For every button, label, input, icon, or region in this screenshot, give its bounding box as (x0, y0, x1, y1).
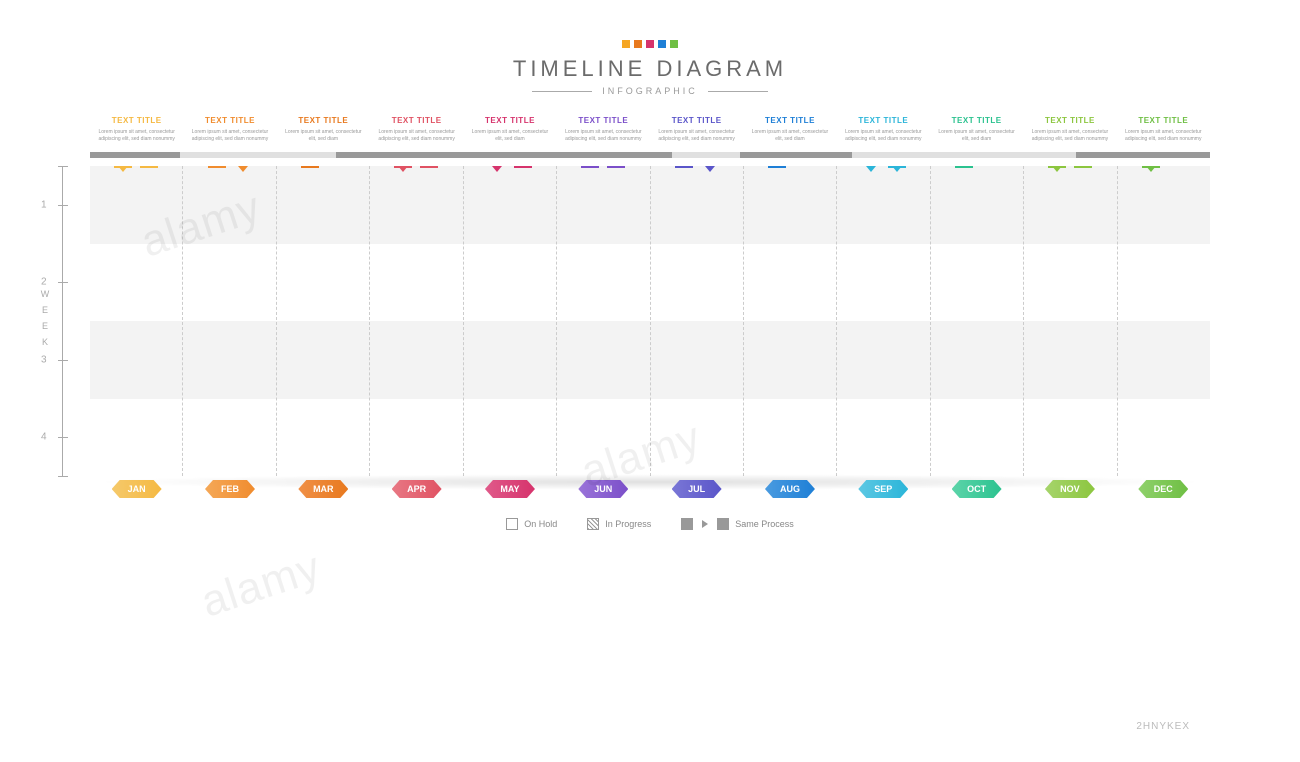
month-tag: FEB (205, 480, 255, 498)
month-tag: DEC (1138, 480, 1188, 498)
col-desc: Lorem ipsum sit amet, consectetur adipis… (1027, 129, 1112, 142)
month-tag: JUN (578, 480, 628, 498)
month-tag: JAN (112, 480, 162, 498)
month-tag: NOV (1045, 480, 1095, 498)
image-code: 2HNYKEX (1136, 721, 1190, 732)
col-desc: Lorem ipsum sit amet, consectetur elit, … (934, 129, 1019, 142)
col-title: TEXT TITLE (747, 116, 832, 125)
month-tag: APR (392, 480, 442, 498)
legend-hold: On Hold (506, 518, 557, 530)
col-desc: Lorem ipsum sit amet, consectetur adipis… (1121, 129, 1206, 142)
col-title: TEXT TITLE (187, 116, 272, 125)
header: TIMELINE DIAGRAM INFOGRAPHIC (90, 40, 1210, 96)
col-desc: Lorem ipsum sit amet, consectetur adipis… (94, 129, 179, 142)
col-desc: Lorem ipsum sit amet, consectetur adipis… (561, 129, 646, 142)
chart-grid (90, 166, 1210, 476)
col-title: TEXT TITLE (1121, 116, 1206, 125)
header-dots (90, 40, 1210, 48)
col-desc: Lorem ipsum sit amet, consectetur adipis… (841, 129, 926, 142)
col-title: TEXT TITLE (374, 116, 459, 125)
col-title: TEXT TITLE (94, 116, 179, 125)
month-tag: MAY (485, 480, 535, 498)
column-headers: TEXT TITLE Lorem ipsum sit amet, consecte… (90, 116, 1210, 142)
col-desc: Lorem ipsum sit amet, consectetur adipis… (374, 129, 459, 142)
col-desc: Lorem ipsum sit amet, consectetur adipis… (187, 129, 272, 142)
col-title: TEXT TITLE (561, 116, 646, 125)
legend: On Hold In Progress Same Process (90, 518, 1210, 530)
month-tag: MAR (298, 480, 348, 498)
col-desc: Lorem ipsum sit amet, consectetur elit, … (747, 129, 832, 142)
main-title: TIMELINE DIAGRAM (90, 56, 1210, 82)
month-tag: JUL (672, 480, 722, 498)
chart-area: WEEK 1234 (90, 166, 1210, 476)
col-title: TEXT TITLE (841, 116, 926, 125)
month-tag: AUG (765, 480, 815, 498)
col-title: TEXT TITLE (654, 116, 739, 125)
col-title: TEXT TITLE (934, 116, 1019, 125)
subtitle: INFOGRAPHIC (602, 86, 698, 96)
y-axis: 1234 (62, 166, 82, 476)
progress-bar (90, 152, 1210, 158)
col-desc: Lorem ipsum sit amet, consectetur elit, … (467, 129, 552, 142)
month-tag: OCT (952, 480, 1002, 498)
month-tag: SEP (858, 480, 908, 498)
y-axis-label: WEEK (40, 289, 50, 353)
col-title: TEXT TITLE (467, 116, 552, 125)
legend-progress: In Progress (587, 518, 651, 530)
col-desc: Lorem ipsum sit amet, consectetur adipis… (654, 129, 739, 142)
col-title: TEXT TITLE (281, 116, 366, 125)
col-desc: Lorem ipsum sit amet, consectetur elit, … (281, 129, 366, 142)
col-title: TEXT TITLE (1027, 116, 1112, 125)
legend-same: Same Process (681, 518, 794, 530)
